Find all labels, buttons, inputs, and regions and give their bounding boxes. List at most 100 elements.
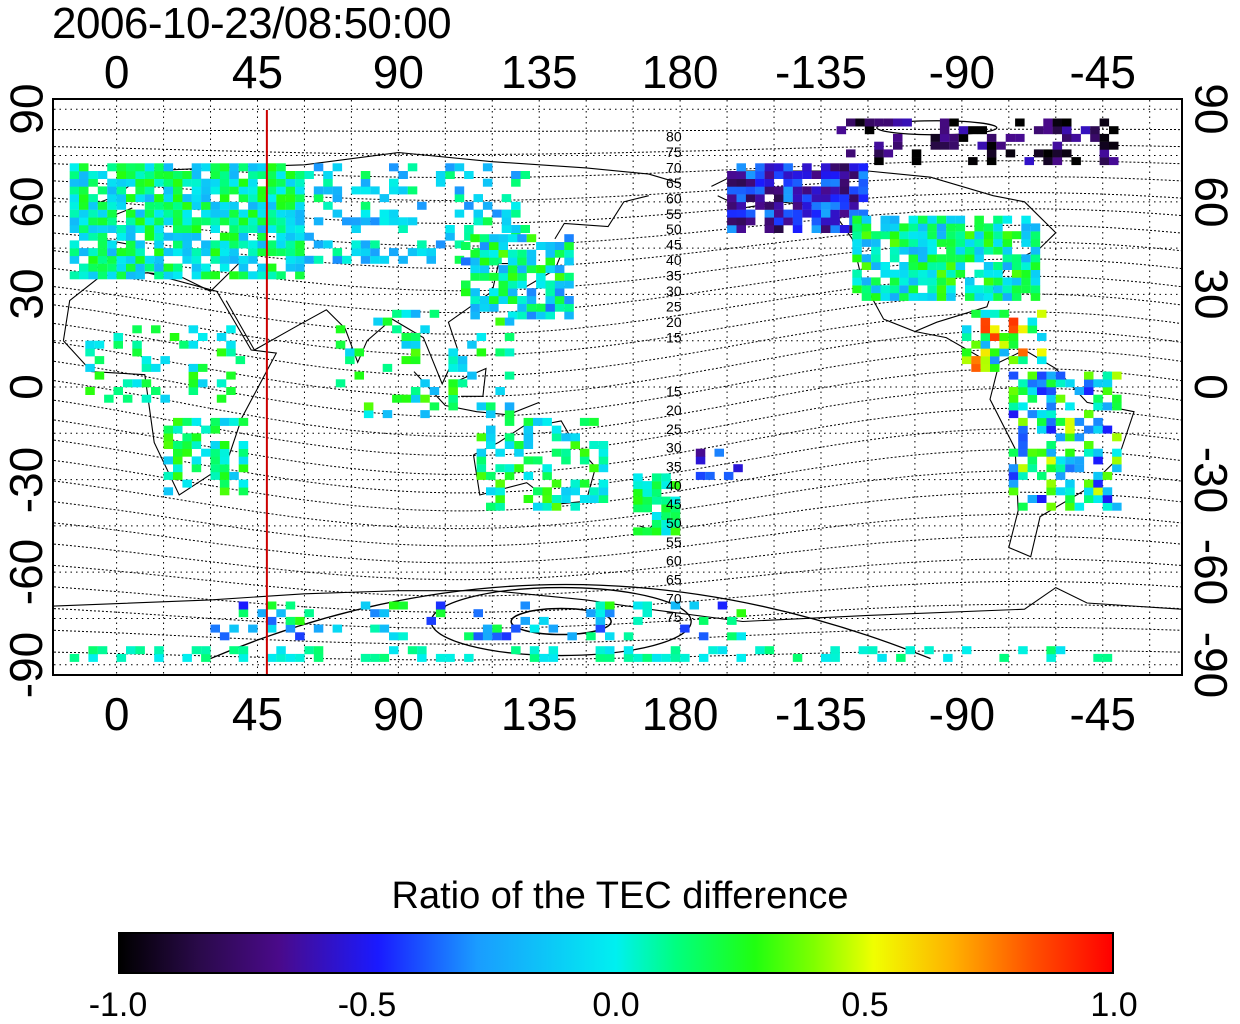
tec-data-cell	[554, 249, 565, 258]
tec-data-cell	[126, 217, 136, 226]
tec-data-cell	[154, 209, 164, 218]
tec-data-cell	[821, 653, 831, 662]
tec-data-cell	[633, 496, 643, 505]
tec-data-cell	[1055, 471, 1066, 480]
tec-data-cell	[489, 288, 499, 297]
tec-data-cell	[470, 311, 480, 320]
tec-data-cell	[238, 186, 249, 195]
contour-label-north: 30	[666, 283, 682, 299]
tec-data-cell	[1011, 285, 1022, 294]
tec-data-cell	[238, 194, 249, 203]
tec-data-cell	[504, 333, 515, 341]
tec-data-cell	[727, 632, 737, 641]
tec-data-cell	[238, 487, 249, 496]
tec-data-cell	[201, 209, 211, 218]
tec-data-cell	[517, 272, 527, 281]
tec-data-cell	[335, 340, 346, 349]
tec-data-cell	[1090, 126, 1100, 135]
tec-data-cell	[470, 303, 480, 312]
tec-data-cell	[210, 448, 220, 457]
tec-data-cell	[398, 255, 408, 264]
tec-data-cell	[486, 502, 496, 511]
tec-data-cell	[219, 471, 230, 480]
tec-data-cell	[1052, 118, 1063, 127]
tec-data-cell	[191, 417, 202, 426]
tec-data-cell	[79, 163, 89, 172]
tec-data-cell	[219, 240, 230, 249]
tec-data-cell	[219, 194, 230, 203]
tec-data-cell	[486, 410, 496, 419]
tec-data-cell	[536, 311, 546, 320]
contour-label-north: 25	[666, 298, 682, 314]
tec-data-cell	[360, 601, 371, 610]
tec-data-cell	[1055, 417, 1066, 426]
tec-data-cell	[473, 609, 483, 618]
tec-data-cell	[163, 425, 174, 434]
tec-data-cell	[1043, 126, 1053, 135]
tec-data-cell	[97, 201, 108, 210]
tec-data-cell	[435, 171, 446, 179]
tec-data-cell	[633, 473, 643, 482]
tec-data-cell	[266, 171, 277, 179]
tec-data-cell	[79, 194, 89, 203]
tec-data-cell	[858, 186, 869, 195]
tec-data-cell	[210, 425, 220, 434]
tec-data-cell	[755, 646, 765, 655]
tec-data-cell	[523, 471, 534, 480]
tec-data-cell	[783, 163, 793, 172]
map-timestamp: 2006-10-23/08:50:00	[52, 0, 452, 48]
tec-data-cell	[88, 263, 98, 272]
tec-data-cell	[323, 171, 333, 179]
tec-data-cell	[210, 464, 220, 473]
tec-data-cell	[633, 504, 643, 513]
tec-data-cell	[154, 255, 164, 264]
tec-data-cell	[708, 646, 718, 655]
tec-data-cell	[454, 209, 465, 218]
tec-data-cell	[670, 519, 681, 528]
tec-data-cell	[219, 232, 230, 241]
tec-data-cell	[429, 387, 440, 395]
tec-data-cell	[1099, 133, 1110, 142]
tec-data-cell	[389, 209, 399, 218]
tec-data-cell	[1084, 448, 1094, 457]
tec-data-cell	[85, 348, 95, 357]
tec-data-cell	[69, 255, 80, 264]
tec-data-cell	[144, 217, 155, 226]
tec-data-cell	[69, 209, 80, 218]
tec-data-cell	[276, 240, 286, 249]
tec-data-cell	[974, 269, 984, 278]
tec-data-cell	[849, 171, 859, 179]
tec-data-cell	[191, 186, 202, 195]
tec-data-cell	[605, 646, 615, 655]
tec-data-cell	[930, 141, 941, 150]
right-latitude-tick: 0	[1184, 374, 1237, 400]
tec-data-cell	[514, 448, 524, 457]
tec-data-cell	[113, 333, 123, 341]
tec-data-cell	[946, 223, 956, 232]
tec-data-cell	[448, 394, 458, 403]
tec-data-cell	[792, 217, 803, 226]
tec-data-cell	[517, 265, 527, 274]
tec-data-cell	[526, 288, 537, 297]
tec-data-cell	[182, 232, 192, 241]
tec-data-cell	[595, 609, 606, 618]
tec-data-cell	[238, 456, 249, 465]
tec-data-cell	[417, 248, 427, 257]
tec-data-cell	[257, 271, 267, 280]
tec-data-cell	[554, 296, 565, 304]
tec-data-cell	[257, 609, 267, 618]
tec-data-cell	[955, 262, 966, 270]
tec-data-cell	[561, 487, 571, 496]
tec-data-cell	[504, 433, 515, 442]
tec-data-cell	[248, 186, 258, 195]
tec-data-cell	[173, 209, 183, 218]
tec-data-cell	[1027, 394, 1038, 403]
tec-data-cell	[723, 471, 734, 480]
tec-data-cell	[1008, 333, 1019, 341]
top-longitude-tick: 45	[231, 46, 284, 98]
tec-data-cell	[670, 481, 681, 490]
tec-data-cell	[122, 394, 133, 403]
tec-data-cell	[163, 201, 174, 210]
tec-data-cell	[936, 277, 947, 286]
tec-data-cell	[410, 333, 421, 341]
